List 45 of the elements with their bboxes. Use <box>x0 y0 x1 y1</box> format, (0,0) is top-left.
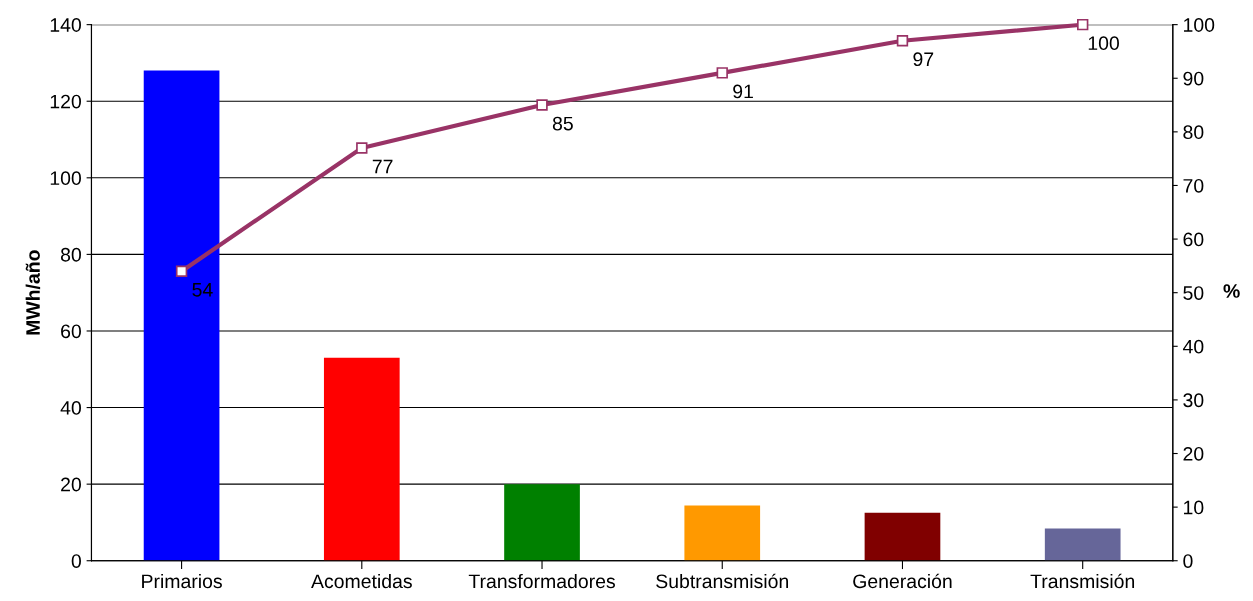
y2-tick-label: 30 <box>1183 393 1204 408</box>
y2-tick-label: 60 <box>1183 232 1204 247</box>
y-axis-title: MWh/año <box>25 250 41 335</box>
y2-tick-label: 50 <box>1183 286 1204 300</box>
data-label: 97 <box>913 52 934 67</box>
point <box>896 35 909 47</box>
x-tick-label: Transmisión <box>1030 573 1135 589</box>
bar <box>323 357 400 561</box>
data-label: 77 <box>372 159 393 174</box>
x-tick-label: Generación <box>853 573 952 589</box>
x-tick-label: Subtransmisión <box>656 573 788 589</box>
y-tick-label: 20 <box>61 477 81 492</box>
y-tick-label: 100 <box>50 171 81 186</box>
y2-tick-label: 70 <box>1183 178 1204 193</box>
bar <box>684 505 761 561</box>
y-tick-label: 120 <box>50 94 81 109</box>
bar <box>1044 528 1121 561</box>
y2-tick-label: 10 <box>1184 500 1204 515</box>
x-tick-label: Acometidas <box>311 573 412 589</box>
x-tick-label: Transformadores <box>468 573 615 589</box>
x-tick-label: Primarios <box>142 573 222 589</box>
point <box>716 67 728 79</box>
bar <box>864 512 941 561</box>
point <box>536 99 548 111</box>
bar <box>504 484 580 561</box>
y2-tick-label: 40 <box>1182 339 1204 354</box>
y2-tick-label: 100 <box>1184 18 1215 32</box>
data-label: 100 <box>1088 36 1119 51</box>
y2-tick-label: 80 <box>1183 125 1204 140</box>
y-tick-label: 40 <box>60 401 81 415</box>
y-tick-label: 140 <box>50 18 81 32</box>
y-tick-label: 60 <box>61 324 81 339</box>
y2-tick-label: 0 <box>1183 554 1193 568</box>
data-label: 85 <box>552 116 573 131</box>
bar <box>143 70 220 561</box>
point <box>1076 18 1089 31</box>
data-label: 91 <box>733 84 753 99</box>
y-tick-label: 80 <box>60 247 81 262</box>
point <box>356 142 368 154</box>
point <box>175 265 188 277</box>
y-tick-label: 0 <box>71 554 81 568</box>
y2-tick-label: 90 <box>1183 71 1204 86</box>
y2-axis-title: % <box>1223 284 1240 298</box>
y2-tick-label: 20 <box>1183 446 1204 461</box>
data-label: 54 <box>192 283 213 297</box>
